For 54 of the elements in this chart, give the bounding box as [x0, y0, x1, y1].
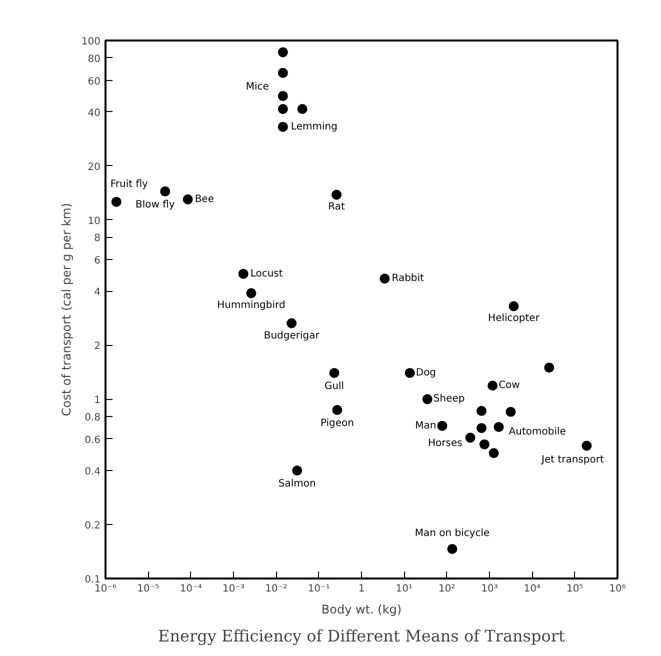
annotation: Gull	[324, 380, 344, 392]
y-tick-label: 10	[88, 216, 101, 227]
y-tick-label: 100	[81, 36, 101, 48]
annotation: Rabbit	[392, 273, 424, 284]
annotation: Blow fly	[135, 199, 175, 210]
x-tick-label: 10⁻⁶	[94, 584, 117, 594]
y-tick-label: 0.2	[84, 520, 101, 532]
x-tick-label: 10⁻⁴	[180, 584, 202, 594]
annotation: Cow	[498, 380, 520, 392]
y-tick-label: 2	[94, 341, 101, 352]
annotation: Dog	[416, 367, 436, 378]
text: Energy Efficiency of Different Means of Transport	[158, 626, 566, 646]
annotation: Mice	[246, 82, 269, 93]
x-tick-label: 10⁵	[566, 584, 584, 594]
annotation: Rat	[328, 202, 346, 213]
annotation: Bee	[194, 194, 214, 205]
y-tick-label: 0.8	[84, 412, 101, 424]
x-tick-label: 10³	[481, 584, 498, 594]
y-tick-label: 0.4	[84, 466, 101, 478]
annotation: Budgerigar	[264, 330, 320, 342]
annotation: Jet transport	[540, 454, 604, 466]
y-axis-title: Cost of transport (cal per g per km)	[59, 202, 74, 416]
x-tick-label: 10⁻⁵	[137, 584, 160, 594]
annotation: Hummingbird	[217, 300, 286, 312]
x-tick-label: 10⁻²	[265, 584, 288, 594]
annotation: Man	[415, 420, 436, 432]
x-tick-label: 10⁻³	[222, 584, 245, 594]
x-tick-label: 10⁶	[609, 584, 626, 594]
y-tick-label: 60	[88, 76, 101, 88]
x-tick-label: 1	[358, 584, 365, 594]
y-tick-label: 6	[94, 256, 101, 267]
y-tick-label: 20	[88, 162, 101, 173]
annotation: Man on bicycle	[414, 528, 490, 540]
y-tick-label: 0.1	[84, 574, 101, 586]
y-tick-label: 4	[94, 287, 101, 298]
x-tick-label: 10⁴	[524, 584, 541, 594]
y-tick-label: 40	[88, 108, 101, 119]
annotation: Fruit fly	[110, 178, 148, 190]
y-tick-label: 80	[88, 54, 101, 65]
x-tick-label: 10¹	[396, 584, 413, 594]
x-axis-title: Body wt. (kg)	[321, 602, 402, 616]
x-tick-label: 10⁻¹	[308, 584, 330, 594]
y-tick-label: 1	[94, 395, 101, 406]
annotation: Horses	[428, 438, 462, 450]
y-tick-label: 0.6	[84, 434, 101, 446]
x-tick-label: 10²	[438, 584, 456, 594]
annotation: Locust	[250, 268, 283, 280]
annotation: Sheep	[433, 394, 465, 405]
annotation: Salmon	[278, 478, 316, 490]
annotation: Helicopter	[488, 313, 540, 324]
y-tick-label: 8	[94, 233, 101, 244]
annotation: Automobile	[508, 426, 566, 438]
annotation: Pigeon	[320, 418, 354, 430]
annotation: Lemming	[290, 121, 338, 132]
